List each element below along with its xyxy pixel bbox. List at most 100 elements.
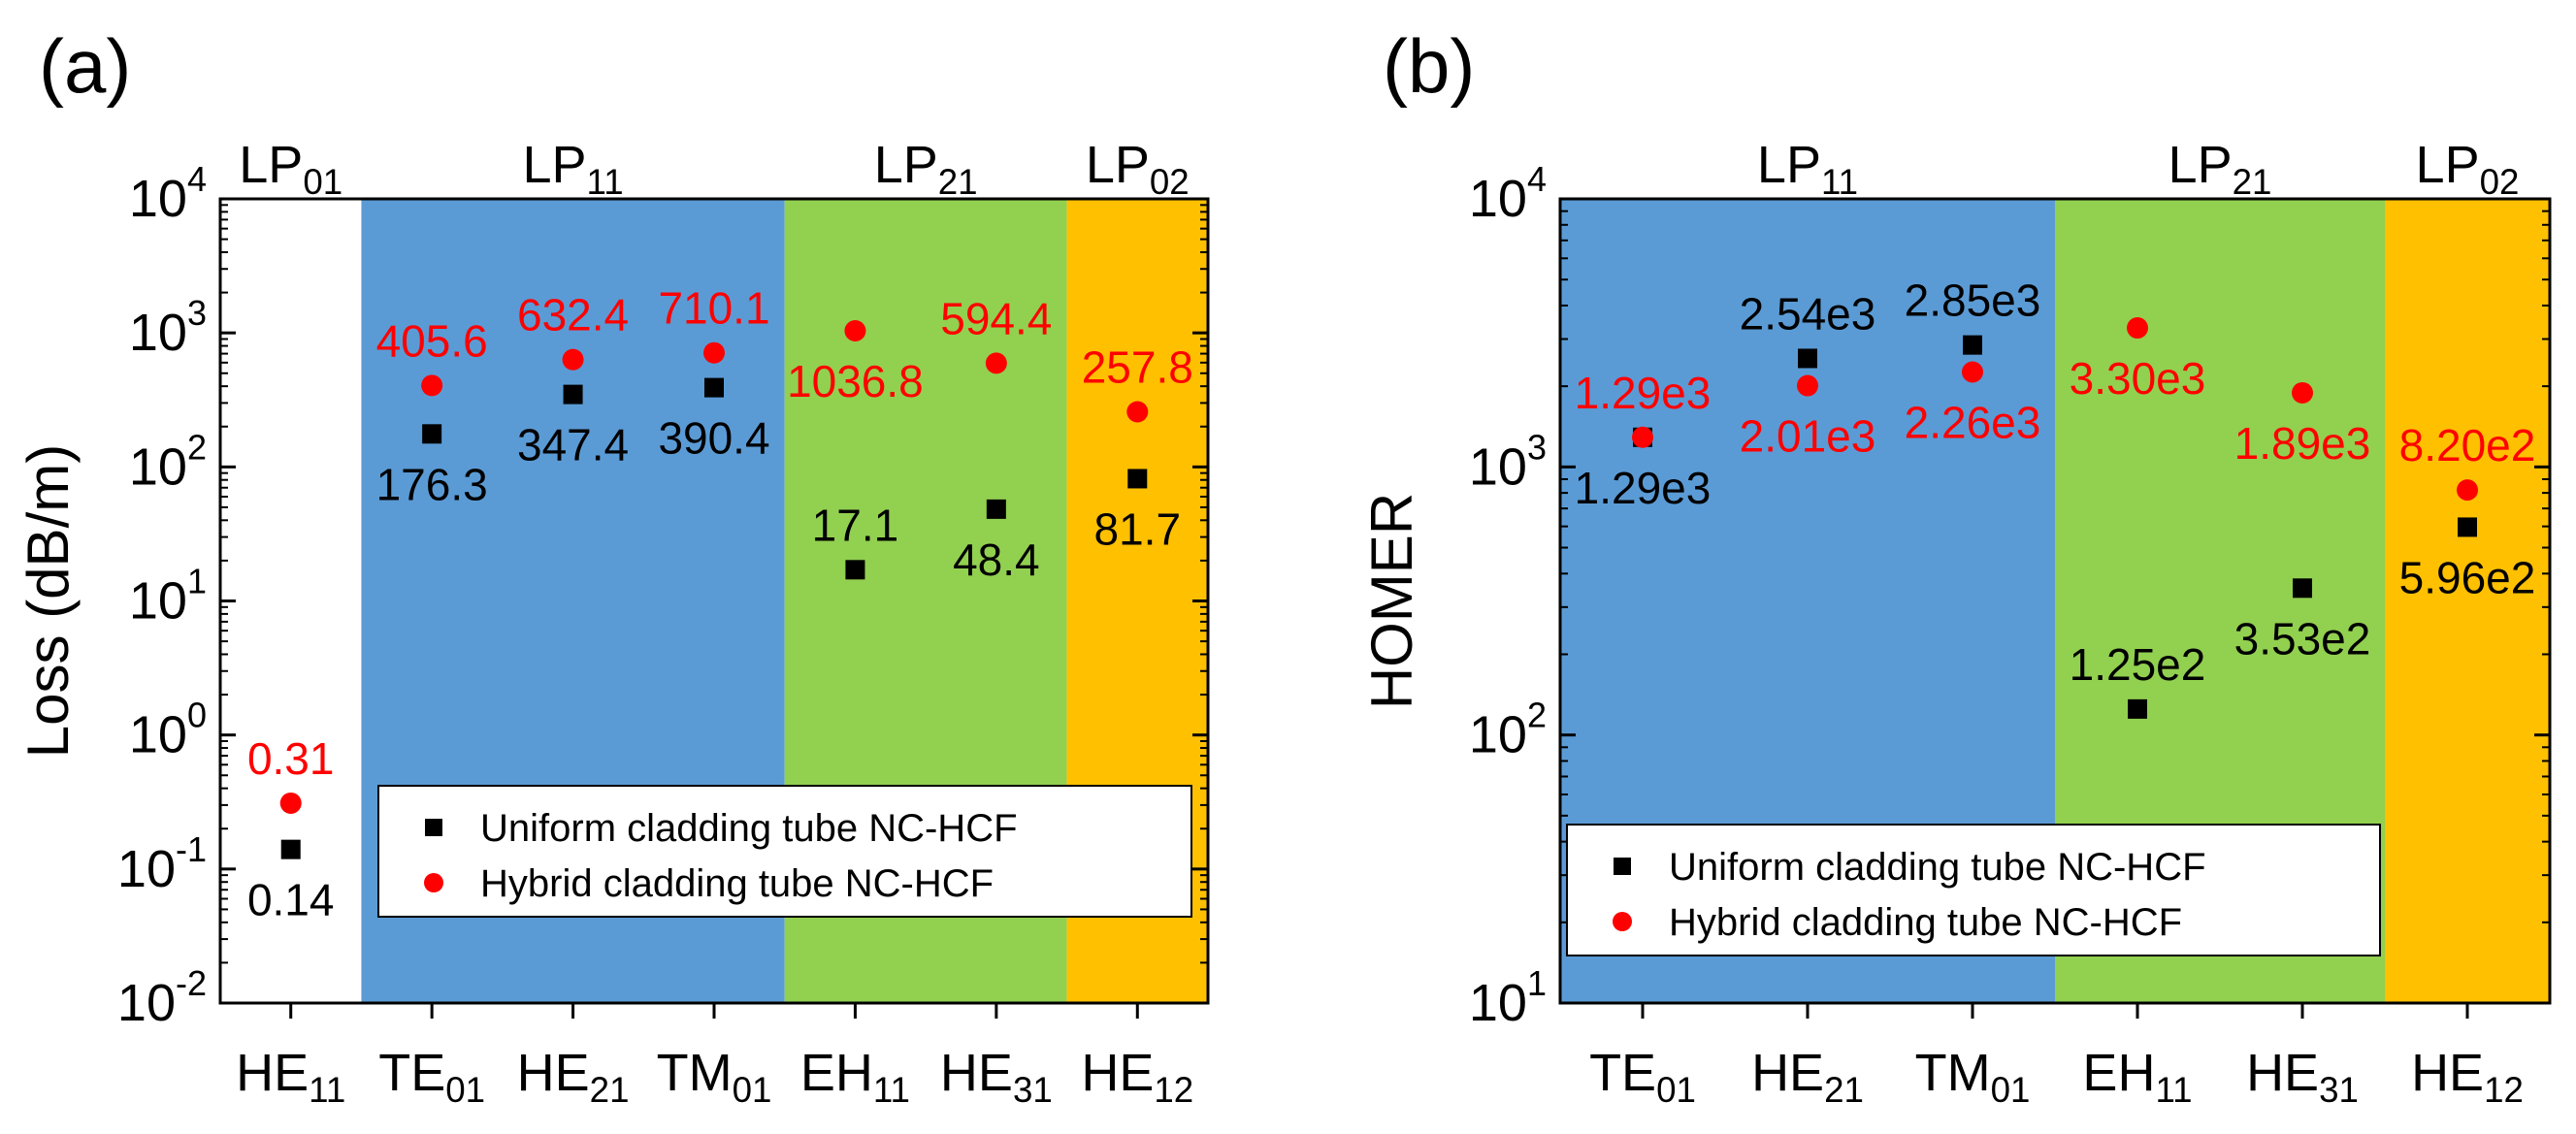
data-label-hybrid: 2.26e3 (1905, 397, 2041, 447)
legend-label-uniform: Uniform cladding tube NC-HCF (1669, 846, 2206, 889)
point-uniform (2293, 578, 2312, 599)
panel-a: (a) LP01 LP11 LP21 LP02 10-2 10-1 100 101 102 103 1… (16, 23, 1210, 1110)
point-hybrid (2457, 479, 2478, 502)
x-tick-label: TE01 (378, 1044, 485, 1110)
point-hybrid (2127, 317, 2148, 340)
legend-marker-hybrid (424, 873, 443, 892)
group-label-lp01: LP01 (239, 136, 342, 202)
panel-label: (b) (1383, 23, 1475, 109)
group-label-lp11: LP11 (1757, 136, 1858, 202)
point-uniform (563, 384, 583, 405)
data-label-uniform: 390.4 (658, 413, 769, 464)
legend-label-uniform: Uniform cladding tube NC-HCF (480, 807, 1018, 850)
legend-label-hybrid: Hybrid cladding tube NC-HCF (480, 862, 994, 905)
data-label-hybrid: 1036.8 (787, 356, 924, 406)
x-tick-label: HE12 (2411, 1044, 2524, 1110)
x-tick-label: EH11 (2082, 1044, 2192, 1110)
point-hybrid (1962, 361, 1983, 383)
data-label-hybrid: 8.20e2 (2399, 420, 2536, 470)
y-tick-label: 101 (129, 562, 207, 631)
legend-box (1566, 824, 2381, 956)
group-label-lp02: LP02 (1086, 136, 1190, 202)
point-uniform (1963, 335, 1982, 355)
x-tick-label: TM01 (1915, 1044, 2031, 1110)
point-uniform (1798, 348, 1817, 369)
group-label-lp11: LP11 (522, 136, 623, 202)
y-tick-label: 104 (129, 159, 207, 228)
point-uniform (422, 424, 442, 444)
x-tick-label: HE21 (517, 1044, 630, 1110)
y-tick-label: 100 (129, 696, 207, 764)
point-hybrid (985, 352, 1007, 374)
group-label-lp21: LP21 (2168, 136, 2272, 202)
y-tick-label: 104 (1469, 159, 1547, 228)
point-hybrid (1632, 426, 1653, 448)
x-tick-label: HE11 (236, 1044, 345, 1110)
data-label-uniform: 2.54e3 (1740, 288, 1876, 339)
y-tick-label: 10-1 (117, 829, 207, 898)
data-label-uniform: 0.14 (247, 875, 335, 925)
y-tick-label: 102 (129, 427, 207, 496)
x-tick-label: EH11 (800, 1044, 910, 1110)
point-hybrid (1797, 374, 1818, 397)
group-label-lp02: LP02 (2416, 136, 2520, 202)
point-hybrid (844, 319, 866, 341)
data-label-uniform: 48.4 (953, 535, 1040, 585)
group-band-lp01 (220, 199, 362, 1003)
y-tick-label: 101 (1469, 963, 1547, 1032)
x-tick-label: HE12 (1081, 1044, 1193, 1110)
group-band-lp02 (2385, 199, 2550, 1003)
plot-frame (1558, 197, 2552, 1005)
point-hybrid (562, 348, 584, 371)
point-hybrid (279, 792, 302, 814)
panel-label: (a) (39, 23, 131, 109)
data-label-uniform: 1.29e3 (1575, 463, 1712, 513)
x-tick-label: HE21 (1751, 1044, 1864, 1110)
y-tick-label: 102 (1469, 696, 1547, 764)
data-label-uniform: 347.4 (517, 420, 629, 470)
point-uniform (845, 560, 865, 580)
data-label-uniform: 1.25e2 (2070, 639, 2206, 690)
y-tick-label: 103 (129, 293, 207, 362)
point-uniform (280, 839, 301, 859)
x-tick-label: HE31 (940, 1044, 1053, 1110)
legend: Uniform cladding tube NC-HCF Hybrid cladd… (1566, 824, 2381, 956)
y-axis-label: HOMER (1359, 493, 1424, 709)
point-hybrid (2292, 381, 2313, 404)
data-label-hybrid: 710.1 (658, 283, 769, 334)
data-label-hybrid: 3.30e3 (2070, 353, 2206, 404)
data-label-hybrid: 257.8 (1082, 342, 1193, 393)
data-label-hybrid: 405.6 (376, 315, 488, 366)
data-label-hybrid: 1.89e3 (2234, 418, 2371, 469)
point-hybrid (421, 374, 443, 397)
y-axis-label: Loss (dB/m) (16, 444, 81, 758)
legend: Uniform cladding tube NC-HCF Hybrid cladd… (377, 785, 1192, 918)
point-uniform (2458, 517, 2477, 537)
legend-box (377, 785, 1192, 918)
data-label-hybrid: 2.01e3 (1740, 411, 1876, 462)
point-uniform (2128, 698, 2147, 719)
panel-b: (b) LP11 LP21 LP02 101 102 103 104 HOMER TE01 HE21… (1359, 23, 2552, 1110)
data-label-uniform: 3.53e2 (2234, 613, 2371, 664)
legend-marker-uniform (1614, 858, 1631, 875)
x-tick-label: HE31 (2246, 1044, 2359, 1110)
point-uniform (1127, 469, 1148, 489)
legend-marker-uniform (425, 819, 442, 836)
y-tick-label: 10-2 (117, 963, 207, 1032)
data-label-hybrid: 1.29e3 (1575, 368, 1712, 418)
legend-marker-hybrid (1613, 912, 1632, 931)
group-label-lp21: LP21 (874, 136, 978, 202)
point-hybrid (703, 341, 725, 364)
x-tick-label: TM01 (657, 1044, 772, 1110)
x-tick-label: TE01 (1589, 1044, 1696, 1110)
data-label-hybrid: 594.4 (940, 293, 1052, 343)
data-label-uniform: 17.1 (812, 500, 899, 550)
legend-label-hybrid: Hybrid cladding tube NC-HCF (1669, 901, 2182, 944)
data-label-uniform: 2.85e3 (1905, 275, 2041, 326)
y-tick-label: 103 (1469, 427, 1547, 496)
data-label-uniform: 5.96e2 (2399, 552, 2536, 602)
point-uniform (704, 377, 724, 398)
point-hybrid (1126, 401, 1149, 423)
